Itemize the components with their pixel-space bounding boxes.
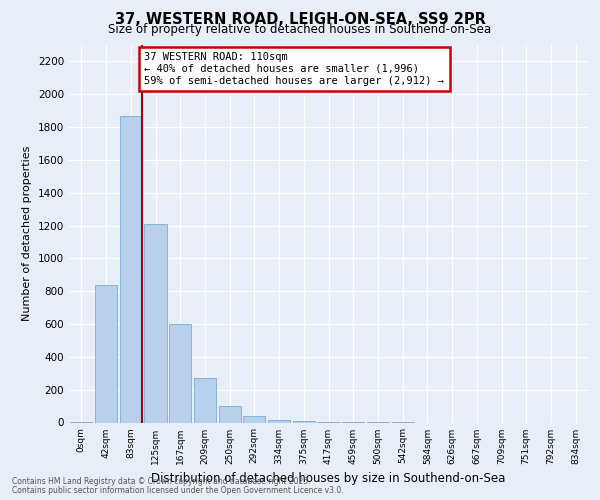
Bar (145, 224, 167, 422)
Text: 37 WESTERN ROAD: 110sqm
← 40% of detached houses are smaller (1,996)
59% of semi: 37 WESTERN ROAD: 110sqm ← 40% of detache… (145, 52, 445, 86)
Bar (194, 378, 216, 422)
Bar (243, 416, 265, 422)
Bar (218, 406, 241, 422)
X-axis label: Distribution of detached houses by size in Southend-on-Sea: Distribution of detached houses by size … (151, 472, 506, 485)
Bar (119, 116, 142, 422)
Text: Size of property relative to detached houses in Southend-on-Sea: Size of property relative to detached ho… (109, 22, 491, 36)
Text: Contains public sector information licensed under the Open Government Licence v3: Contains public sector information licen… (12, 486, 344, 495)
Bar (169, 324, 191, 422)
Bar (293, 421, 315, 422)
Y-axis label: Number of detached properties: Number of detached properties (22, 146, 32, 322)
Bar (268, 420, 290, 422)
Text: Contains HM Land Registry data © Crown copyright and database right 2025.: Contains HM Land Registry data © Crown c… (12, 477, 311, 486)
Bar (95, 284, 117, 422)
Text: 37, WESTERN ROAD, LEIGH-ON-SEA, SS9 2PR: 37, WESTERN ROAD, LEIGH-ON-SEA, SS9 2PR (115, 12, 485, 28)
